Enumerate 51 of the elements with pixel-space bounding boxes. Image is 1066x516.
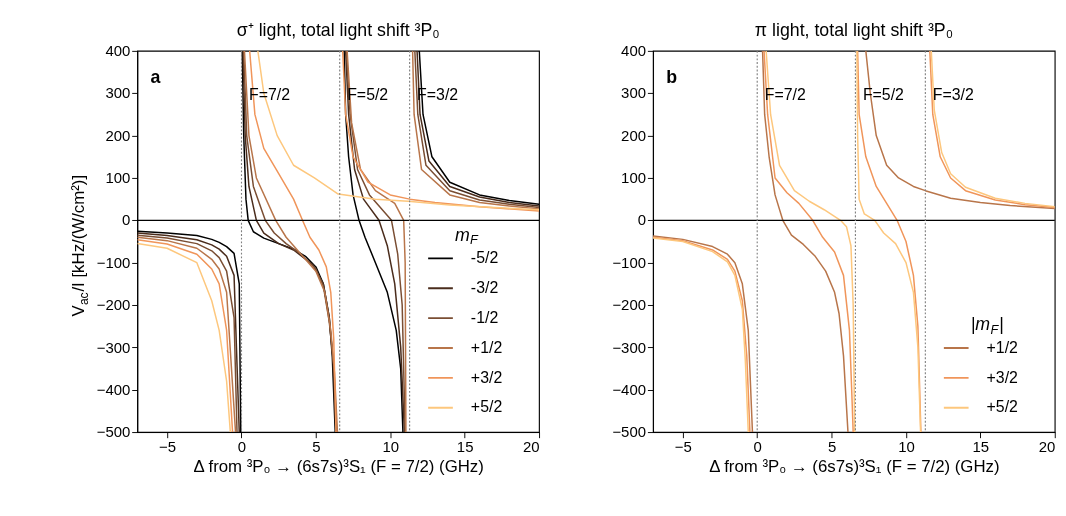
x-tick-label: 0	[753, 438, 762, 456]
y-tick-label: −100	[96, 253, 131, 271]
y-tick-label: 0	[637, 211, 647, 229]
annotation: F=3/2	[932, 86, 975, 104]
legend-label: -3/2	[470, 278, 499, 296]
y-tick-label: −500	[612, 423, 647, 441]
legend-label: -1/2	[470, 308, 499, 326]
legend-label: +5/2	[986, 398, 1019, 416]
chart-title: π light, total light shift ³P₀	[754, 19, 954, 40]
y-axis-title: Vac/I [kHz/(W/cm²)]	[69, 174, 92, 317]
y-tick-label: 0	[122, 211, 131, 229]
x-tick-label: 15	[972, 438, 990, 456]
annotation: F=7/2	[248, 86, 291, 104]
x-tick-label: 10	[898, 438, 915, 456]
x-axis-title: Δ from ³P₀ → (6s7s)³S₁ (F = 7/2) (GHz)	[709, 456, 1000, 476]
legend-label: -5/2	[470, 248, 499, 266]
y-tick-label: −100	[612, 253, 647, 271]
x-tick-label: 20	[1038, 438, 1056, 456]
y-tick-label: 300	[105, 84, 131, 102]
x-tick-label: −5	[159, 438, 177, 456]
annotation: F=5/2	[862, 86, 905, 104]
x-axis-title: Δ from ³P₀ → (6s7s)³S₁ (F = 7/2) (GHz)	[193, 456, 484, 476]
legend-label: +3/2	[986, 368, 1019, 386]
y-tick-label: 200	[105, 126, 131, 144]
y-tick-label: 100	[621, 169, 647, 187]
y-tick-label: −300	[96, 338, 131, 356]
y-tick-label: −500	[96, 423, 131, 441]
x-tick-label: −5	[674, 438, 692, 456]
x-tick-label: 0	[237, 438, 247, 456]
y-tick-label: −200	[96, 296, 131, 314]
y-tick-label: 100	[105, 169, 131, 187]
y-tick-label: −200	[612, 296, 647, 314]
annotation: a	[150, 66, 161, 87]
annotation: b	[666, 66, 678, 87]
x-tick-label: 5	[827, 438, 837, 456]
y-tick-label: 200	[621, 126, 647, 144]
y-tick-label: 400	[105, 42, 131, 60]
legend-label: +1/2	[986, 338, 1019, 356]
y-tick-label: −400	[96, 380, 131, 398]
y-tick-label: −400	[612, 380, 647, 398]
x-tick-label: 15	[456, 438, 474, 456]
y-tick-label: 300	[621, 84, 647, 102]
y-tick-label: −300	[612, 338, 647, 356]
legend-label: +1/2	[470, 338, 503, 356]
y-tick-label: 400	[621, 42, 647, 60]
x-tick-label: 5	[312, 438, 321, 456]
legend-label: +3/2	[470, 368, 503, 386]
x-tick-label: 20	[522, 438, 540, 456]
legend-label: +5/2	[470, 398, 503, 416]
chart-title: σ⁺ light, total light shift ³P₀	[236, 19, 440, 40]
x-tick-label: 10	[382, 438, 400, 456]
